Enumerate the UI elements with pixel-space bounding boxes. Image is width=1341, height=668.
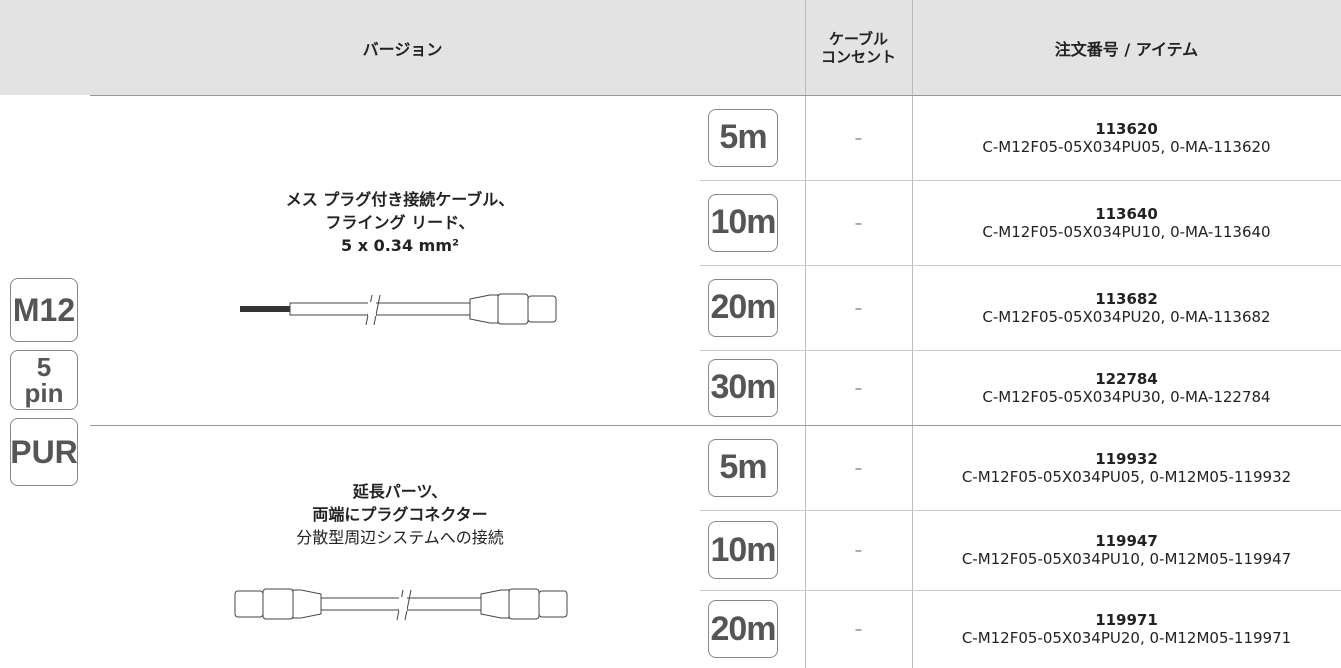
description: 延長パーツ、両端にプラグコネクター 分散型周辺システムへの接続 <box>190 480 610 549</box>
header-order: 注文番号 / アイテム <box>1054 39 1199 59</box>
length-badge: 30m <box>708 358 778 417</box>
order-cell: 113620 C-M12F05-05X034PU05, 0-MA-113620 <box>912 95 1341 180</box>
length-badge: 10m <box>708 521 778 579</box>
length-badge: 10m <box>708 193 778 252</box>
item-code: C-M12F05-05X034PU10, 0-M12M05-119947 <box>961 550 1292 568</box>
description-line: 分散型周辺システムへの接続 <box>296 528 504 547</box>
pin-badge: 5 pin <box>10 350 78 410</box>
description: メス プラグ付き接続ケーブル、 フライング リード、 5 x 0.34 mm² <box>190 188 610 257</box>
length-badge: 20m <box>708 278 778 337</box>
order-number: 119971 <box>1095 611 1158 629</box>
cable-drawing <box>240 293 557 326</box>
column-divider <box>805 0 806 668</box>
row-line <box>700 350 1341 351</box>
order-number: 122784 <box>1095 369 1158 388</box>
outlet-cell: – <box>854 298 863 317</box>
outlet-cell: – <box>854 128 863 147</box>
description-line: フライング リード、 <box>325 213 475 232</box>
item-code: C-M12F05-05X034PU30, 0-MA-122784 <box>982 387 1271 406</box>
order-cell: 119932 C-M12F05-05X034PU05, 0-M12M05-1199… <box>912 425 1341 510</box>
header-outlet: ケーブル コンセント <box>820 29 896 66</box>
length-badge: 5m <box>708 108 778 167</box>
description-line: 延長パーツ、 <box>352 482 448 501</box>
extension-drawing <box>234 588 568 621</box>
length-badge: 20m <box>708 600 778 658</box>
item-code: C-M12F05-05X034PU20, 0-MA-113682 <box>982 307 1271 326</box>
header-version: バージョン <box>362 39 443 59</box>
row-line <box>700 590 1341 591</box>
order-cell: 122784 C-M12F05-05X034PU30, 0-MA-122784 <box>912 350 1341 425</box>
order-number: 113682 <box>1095 289 1158 308</box>
connector-badge: M12 <box>10 278 78 342</box>
row-line <box>700 265 1341 266</box>
outlet-cell: – <box>854 620 863 638</box>
outlet-cell: – <box>854 213 863 232</box>
outlet-cell: – <box>854 541 863 559</box>
order-number: 119947 <box>1095 532 1158 550</box>
description-line: メス プラグ付き接続ケーブル、 <box>285 190 515 209</box>
order-number: 113640 <box>1095 204 1158 223</box>
material-badge: PUR <box>10 418 78 486</box>
description-line: 5 x 0.34 mm² <box>341 236 459 255</box>
outlet-cell: – <box>854 378 863 397</box>
header-line <box>90 95 1341 96</box>
order-number: 119932 <box>1095 449 1158 468</box>
description-line: 両端にプラグコネクター <box>312 505 488 524</box>
order-cell: 119971 C-M12F05-05X034PU20, 0-M12M05-1199… <box>912 590 1341 668</box>
row-line <box>700 180 1341 181</box>
item-code: C-M12F05-05X034PU20, 0-M12M05-119971 <box>961 629 1292 647</box>
length-badge: 5m <box>708 438 778 497</box>
order-cell: 113682 C-M12F05-05X034PU20, 0-MA-113682 <box>912 265 1341 350</box>
order-cell: 119947 C-M12F05-05X034PU10, 0-M12M05-1199… <box>912 510 1341 590</box>
group-line <box>90 425 1341 426</box>
item-code: C-M12F05-05X034PU10, 0-MA-113640 <box>982 222 1271 241</box>
outlet-cell: – <box>854 458 863 477</box>
order-cell: 113640 C-M12F05-05X034PU10, 0-MA-113640 <box>912 180 1341 265</box>
row-line <box>700 510 1341 511</box>
header-bg <box>0 0 1341 95</box>
item-code: C-M12F05-05X034PU05, 0-MA-113620 <box>982 137 1271 156</box>
column-divider <box>912 0 913 668</box>
order-number: 113620 <box>1095 119 1158 138</box>
item-code: C-M12F05-05X034PU05, 0-M12M05-119932 <box>961 467 1292 486</box>
